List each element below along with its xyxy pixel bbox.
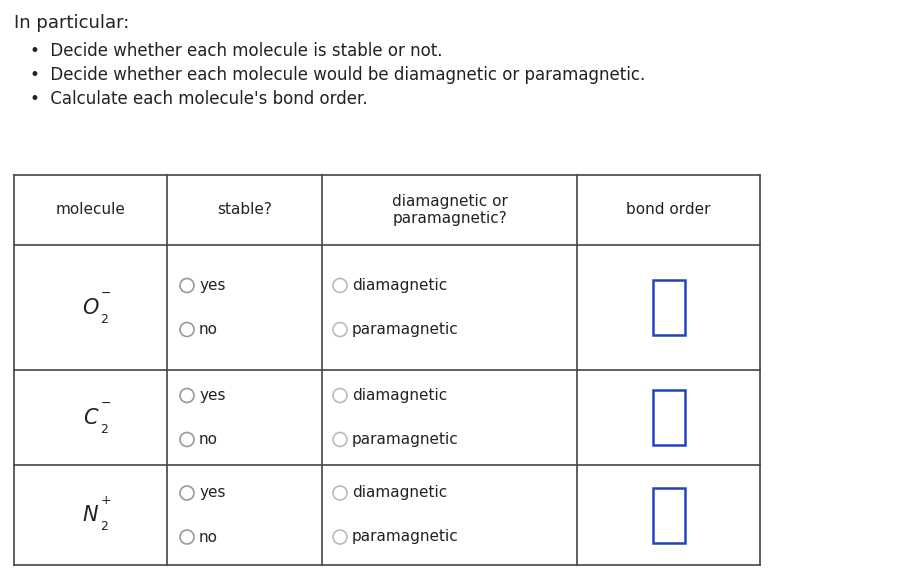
Text: no: no	[199, 322, 218, 337]
Text: +: +	[101, 494, 111, 507]
Text: 2: 2	[101, 313, 108, 326]
Text: paramagnetic: paramagnetic	[352, 322, 459, 337]
Text: O: O	[82, 297, 99, 317]
Text: no: no	[199, 432, 218, 447]
Text: paramagnetic: paramagnetic	[352, 529, 459, 545]
Bar	[652, 280, 685, 335]
Text: In particular:: In particular:	[14, 14, 130, 32]
Text: −: −	[101, 287, 111, 300]
Text: bond order: bond order	[626, 203, 711, 218]
Text: •  Decide whether each molecule would be diamagnetic or paramagnetic.: • Decide whether each molecule would be …	[30, 66, 645, 84]
Text: molecule: molecule	[56, 203, 125, 218]
Text: −: −	[101, 397, 111, 410]
Bar	[652, 487, 685, 542]
Text: yes: yes	[199, 278, 226, 293]
Text: yes: yes	[199, 388, 226, 403]
Text: •  Calculate each molecule's bond order.: • Calculate each molecule's bond order.	[30, 90, 367, 108]
Text: 2: 2	[101, 521, 108, 533]
Text: paramagnetic: paramagnetic	[352, 432, 459, 447]
Text: •  Decide whether each molecule is stable or not.: • Decide whether each molecule is stable…	[30, 42, 443, 60]
Text: diamagnetic: diamagnetic	[352, 388, 447, 403]
Text: diamagnetic: diamagnetic	[352, 486, 447, 501]
Bar	[652, 390, 685, 445]
Text: diamagnetic or
paramagnetic?: diamagnetic or paramagnetic?	[392, 194, 508, 226]
Text: yes: yes	[199, 486, 226, 501]
Text: C: C	[83, 408, 98, 428]
Text: no: no	[199, 529, 218, 545]
Text: N: N	[83, 505, 98, 525]
Text: 2: 2	[101, 423, 108, 436]
Text: diamagnetic: diamagnetic	[352, 278, 447, 293]
Text: stable?: stable?	[217, 203, 272, 218]
